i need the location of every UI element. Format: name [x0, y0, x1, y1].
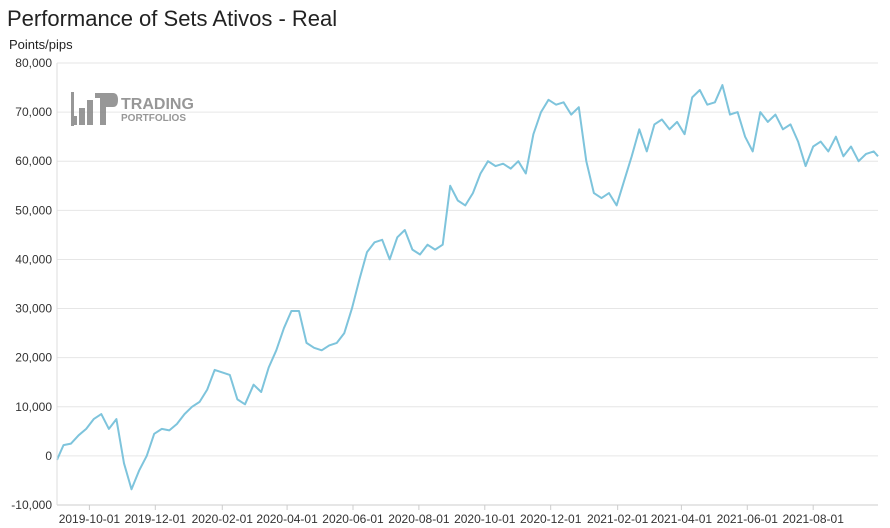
x-tick-label: 2021-02-01	[587, 512, 649, 526]
x-tick-label: 2020-08-01	[388, 512, 450, 526]
y-tick-label: 10,000	[15, 400, 52, 414]
y-tick-label: 40,000	[15, 252, 52, 266]
logo-text-line1: TRADING	[121, 96, 194, 113]
logo-axis	[71, 92, 74, 126]
x-tick-label: 2020-04-01	[256, 512, 318, 526]
series-line	[56, 84, 879, 491]
y-tick-label: 70,000	[15, 105, 52, 119]
grid-lines	[57, 62, 878, 506]
y-axis-ticks: -10,000 0 10,000 20,000 30,000 40,000 50,000 60…	[11, 56, 52, 512]
y-tick-label: 0	[45, 449, 52, 463]
x-tick-label: 2019-10-01	[59, 512, 121, 526]
logo-text-line2: PORTFOLIOS	[121, 113, 186, 124]
logo-tp-letters	[95, 93, 118, 125]
x-tick-label: 2021-08-01	[782, 512, 844, 526]
y-tick-label: 30,000	[15, 302, 52, 316]
x-tick-label: 2020-10-01	[454, 512, 516, 526]
trading-portfolios-logo: TRADING PORTFOLIOS	[71, 92, 194, 126]
x-axis-ticks: 2019-10-01 2019-12-01 2020-02-01 2020-04-01…	[59, 505, 844, 526]
y-tick-label: 50,000	[15, 203, 52, 217]
x-tick-label: 2020-02-01	[192, 512, 254, 526]
y-axis-label: Points/pips	[9, 37, 73, 52]
y-tick-label: 20,000	[15, 351, 52, 365]
x-tick-label: 2021-06-01	[717, 512, 779, 526]
x-tick-label: 2021-04-01	[651, 512, 713, 526]
x-tick-label: 2019-12-01	[125, 512, 187, 526]
y-tick-label: -10,000	[11, 498, 52, 512]
chart-title: Performance of Sets Ativos - Real	[7, 6, 338, 31]
y-tick-label: 60,000	[15, 154, 52, 168]
logo-bar-3	[87, 100, 93, 125]
x-tick-label: 2020-12-01	[520, 512, 582, 526]
y-tick-label: 80,000	[15, 56, 52, 70]
x-tick-label: 2020-06-01	[322, 512, 384, 526]
logo-bar-2	[79, 108, 85, 125]
